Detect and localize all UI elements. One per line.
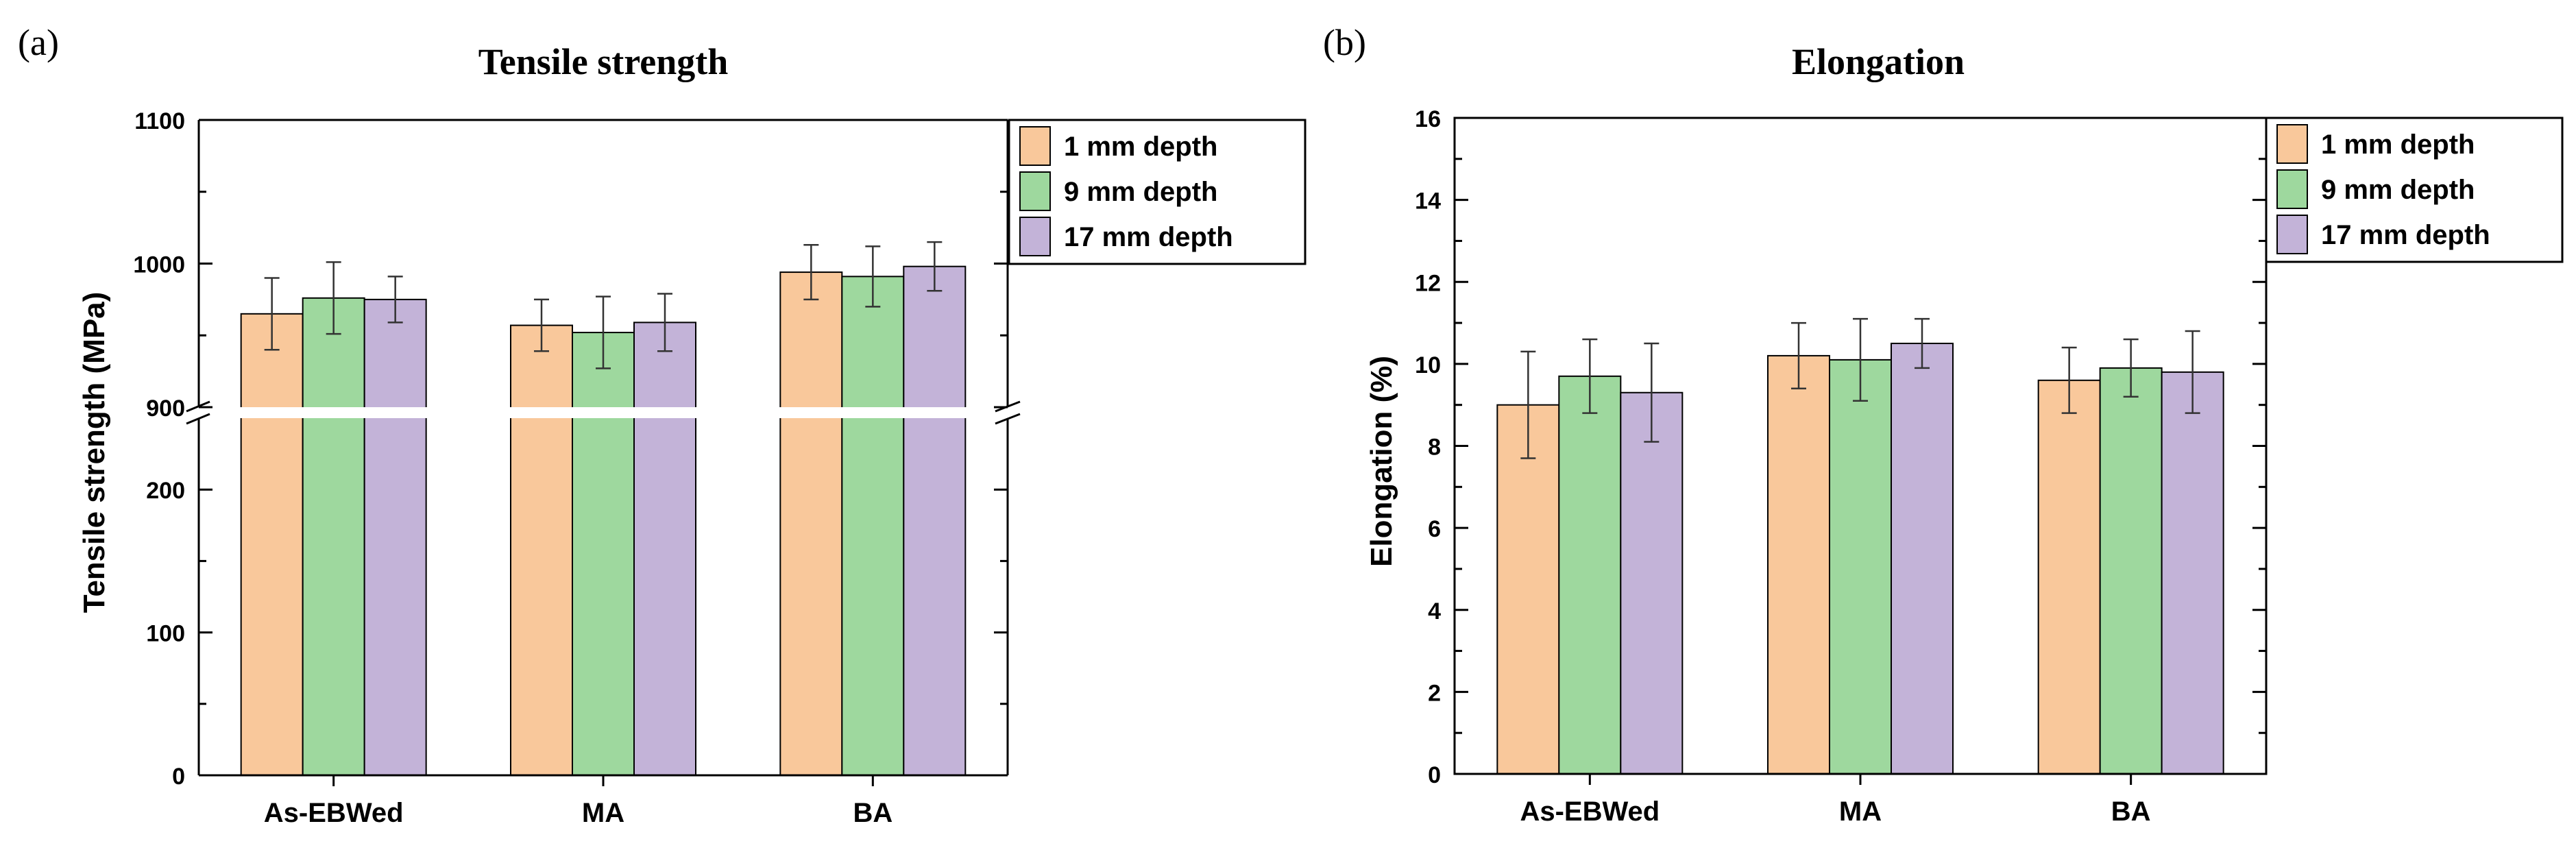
y-tick-label: 16 [1415, 106, 1441, 132]
panel-b-label: (b) [1323, 22, 1366, 63]
legend-label-9-mm-depth: 9 mm depth [1064, 177, 1217, 207]
y-tick-label: 4 [1428, 598, 1441, 624]
y-tick-label: 10 [1415, 352, 1441, 378]
error-bar-ma-17-mm-depth [1915, 317, 1930, 369]
panel-b-legend: 1 mm depth 9 mm depth 17 mm depth [2265, 117, 2564, 263]
error-bar-as-ebwed-17-mm-depth [387, 276, 403, 324]
panel-b-error-bars [1520, 317, 2200, 459]
panel-a-y-ticks: 0 100 200 900 1000 1100 [133, 108, 1008, 790]
bar-ba-9-mm-depth [841, 276, 905, 777]
error-bar-ma-9-mm-depth [1853, 317, 1868, 402]
bar-ba-17-mm-depth [2161, 371, 2224, 775]
bar-as-ebwed-1-mm-depth [1496, 404, 1560, 775]
panel-a-label: (a) [18, 22, 59, 63]
y-tick-label: 1100 [134, 108, 185, 134]
error-bar-ma-1-mm-depth [534, 298, 549, 352]
y-tick-label: 14 [1415, 189, 1441, 215]
error-bar-ma-1-mm-depth [1791, 321, 1806, 390]
error-bar-ma-17-mm-depth [657, 293, 672, 352]
y-tick-label: 2 [1428, 680, 1441, 706]
bar-as-ebwed-17-mm-depth [1620, 391, 1684, 775]
legend-label-17-mm-depth: 17 mm depth [1064, 222, 1233, 252]
panel-a-axis-break-gap [185, 407, 1014, 418]
bar-ba-9-mm-depth [2099, 367, 2163, 775]
bar-ma-17-mm-depth [1891, 342, 1954, 775]
panel-b-y-ticks: 0 2 4 6 8 10 12 14 16 [1415, 106, 2266, 788]
error-bar-ba-1-mm-depth [2061, 346, 2077, 414]
y-tick-label: 100 [146, 621, 185, 647]
panel-a-error-bars [264, 241, 943, 369]
panel-a-x-ticks: As-EBWed MA BA [264, 775, 892, 828]
error-bar-as-ebwed-9-mm-depth [326, 261, 341, 335]
y-tick-label: 900 [146, 396, 185, 422]
y-tick-label: 12 [1415, 270, 1441, 296]
legend-swatch-1-mm-depth [1019, 126, 1051, 166]
error-bar-ba-1-mm-depth [803, 244, 819, 301]
x-tick-label-as-ebwed: As-EBWed [1520, 797, 1660, 827]
error-bar-ba-17-mm-depth [927, 241, 943, 292]
panel-b-bars [1496, 342, 2224, 775]
panel-a-ylabel: Tensile strength (MPa) [77, 292, 111, 614]
error-bar-as-ebwed-17-mm-depth [1644, 342, 1660, 443]
panel-a-legend: 1 mm depth 9 mm depth 17 mm depth [1008, 119, 1307, 265]
error-bar-ba-9-mm-depth [2123, 338, 2139, 398]
legend-label-1-mm-depth: 1 mm depth [2321, 130, 2475, 160]
y-tick-label: 200 [146, 478, 185, 504]
error-bar-ma-9-mm-depth [596, 295, 611, 369]
legend-swatch-9-mm-depth [1019, 171, 1051, 211]
error-bar-ba-17-mm-depth [2185, 330, 2200, 414]
bar-ma-9-mm-depth [572, 332, 635, 776]
legend-label-1-mm-depth: 1 mm depth [1064, 132, 1217, 162]
panel-a-bars [240, 265, 967, 777]
error-bar-as-ebwed-1-mm-depth [264, 277, 280, 351]
legend-swatch-9-mm-depth [2276, 169, 2308, 209]
bar-ma-1-mm-depth [510, 324, 573, 776]
y-tick-label: 0 [1428, 762, 1441, 788]
panel-b-ylabel: Elongation (%) [1365, 356, 1398, 567]
legend-label-17-mm-depth: 17 mm depth [2321, 220, 2490, 250]
x-tick-label-ba: BA [853, 798, 892, 828]
error-bar-ba-9-mm-depth [865, 245, 881, 308]
bar-ma-9-mm-depth [1829, 359, 1892, 775]
x-tick-label-ma: MA [1839, 797, 1882, 827]
panel-b-title: Elongation [1792, 41, 1965, 82]
error-bar-as-ebwed-1-mm-depth [1520, 350, 1536, 459]
panel-a-title: Tensile strength [478, 41, 729, 82]
panel-b: (b) Elongation Elongation (%) 0 2 4 6 8 10 12 1… [1323, 22, 2564, 827]
bar-ma-1-mm-depth [1767, 354, 1830, 775]
legend-swatch-1-mm-depth [2276, 124, 2308, 164]
legend-label-9-mm-depth: 9 mm depth [2321, 175, 2475, 205]
y-tick-label: 1000 [133, 252, 185, 278]
bar-as-ebwed-9-mm-depth [302, 297, 365, 776]
legend-box [1008, 119, 1307, 265]
panel-b-x-ticks: As-EBWed MA BA [1520, 774, 2151, 827]
bar-as-ebwed-1-mm-depth [240, 313, 304, 776]
bar-ba-1-mm-depth [2037, 379, 2101, 775]
error-bar-as-ebwed-9-mm-depth [1582, 338, 1598, 414]
bar-as-ebwed-9-mm-depth [1558, 375, 1622, 775]
bar-ba-1-mm-depth [779, 271, 843, 776]
y-tick-label: 8 [1428, 435, 1441, 461]
y-tick-label: 0 [172, 764, 185, 790]
x-tick-label-ba: BA [2111, 797, 2151, 827]
x-tick-label-as-ebwed: As-EBWed [264, 798, 404, 828]
x-tick-label-ma: MA [582, 798, 624, 828]
legend-swatch-17-mm-depth [1019, 217, 1051, 256]
y-tick-label: 6 [1428, 516, 1441, 542]
panel-a: (a) Tensile strength Tensile strength (M… [18, 22, 1307, 828]
bar-as-ebwed-17-mm-depth [363, 298, 427, 776]
bar-ma-17-mm-depth [633, 321, 696, 776]
bar-ba-17-mm-depth [903, 265, 967, 776]
legend-swatch-17-mm-depth [2276, 215, 2308, 254]
legend-box [2265, 117, 2564, 263]
